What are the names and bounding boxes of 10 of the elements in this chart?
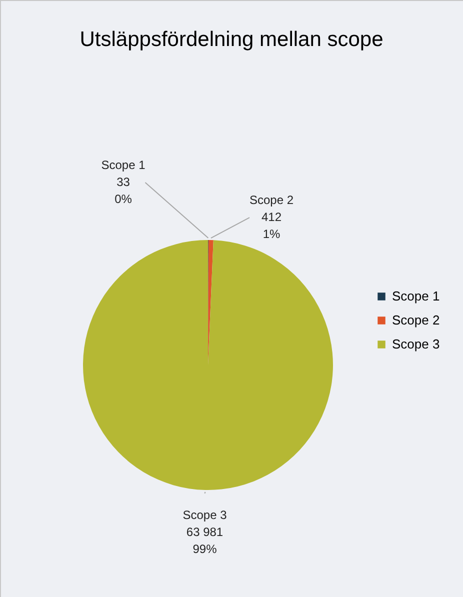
slice-label: Scope 2 xyxy=(249,193,294,208)
data-label: 33 0% xyxy=(114,175,132,206)
slice-label: Scope 1 xyxy=(101,158,146,172)
chart-title: Utsläppsfördelning mellan scope xyxy=(80,28,384,51)
slice-label: Scope 3 xyxy=(182,508,228,522)
legend-label: Scope 3 xyxy=(392,336,440,352)
data-label: 412 1% xyxy=(261,210,282,242)
legend-label: Scope 2 xyxy=(392,312,440,328)
data-label: 63 981 99% xyxy=(186,524,224,556)
legend-label: Scope 1 xyxy=(392,288,440,304)
